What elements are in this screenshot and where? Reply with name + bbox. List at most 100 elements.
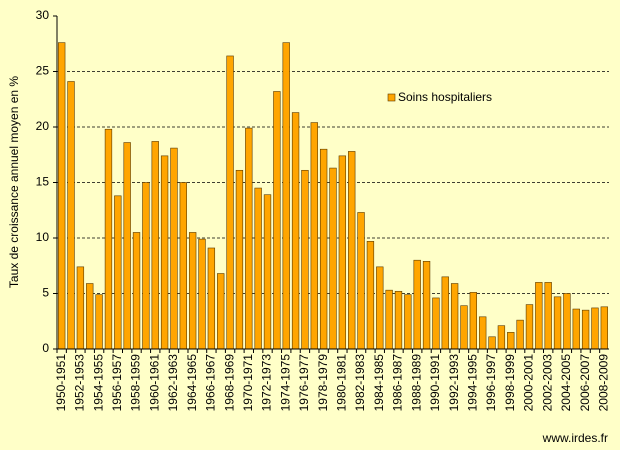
bar	[338, 155, 347, 350]
x-tick-label: 1980-1981	[335, 354, 349, 412]
x-tick-label: 1994-1995	[466, 354, 480, 412]
bar	[516, 319, 524, 350]
bar	[357, 212, 365, 350]
bar	[422, 261, 431, 350]
bar	[207, 247, 216, 350]
x-tick-label: 1974-1975	[278, 354, 292, 412]
x-tick-label: 1958-1959	[129, 354, 143, 412]
bar	[507, 332, 515, 350]
bar	[553, 296, 562, 350]
legend-label: Soins hospitaliers	[398, 90, 492, 104]
x-tick-label: 1988-1989	[409, 354, 423, 412]
bar	[572, 308, 580, 350]
x-tick-label: 1964-1965	[185, 354, 199, 412]
x-tick-label: 2000-2001	[522, 354, 536, 412]
x-tick-label: 1966-1967	[204, 354, 218, 412]
bar	[188, 232, 197, 350]
x-tick-label: 1992-1993	[447, 354, 461, 412]
x-tick-label: 1982-1983	[353, 354, 367, 412]
bar	[600, 306, 608, 350]
bar	[67, 81, 75, 350]
bar	[95, 294, 103, 350]
x-tick-label: 1976-1977	[297, 354, 311, 412]
bar	[460, 305, 468, 350]
bar	[310, 122, 318, 350]
bar	[319, 148, 328, 350]
x-tick-label: 1990-1991	[428, 354, 442, 412]
x-tick-label: 1986-1987	[391, 354, 405, 412]
bar	[348, 151, 356, 350]
bar	[76, 266, 85, 350]
bar	[535, 282, 543, 350]
bar	[123, 142, 131, 350]
y-tick-label: 25	[36, 64, 50, 78]
x-tick-label: 2008-2009	[596, 354, 610, 412]
y-tick-label: 0	[42, 341, 49, 355]
bar	[469, 292, 478, 350]
bar	[217, 273, 225, 350]
bar	[497, 325, 506, 350]
x-tick-label: 1960-1961	[147, 354, 161, 412]
x-tick-label: 1954-1955	[91, 354, 105, 412]
y-axis-label: Taux de croissance annuel moyen en %	[7, 76, 21, 288]
bar	[254, 187, 262, 350]
y-tick-label: 5	[42, 286, 49, 300]
x-tick-label: 2004-2005	[559, 354, 573, 412]
x-tick-label: 1956-1957	[110, 354, 124, 412]
bar	[291, 112, 300, 350]
y-tick-label: 20	[36, 119, 50, 133]
x-tick-label: 1962-1963	[166, 354, 180, 412]
bar	[413, 259, 421, 350]
bar	[525, 304, 534, 350]
bar	[170, 147, 178, 350]
bar	[544, 282, 552, 350]
y-tick-label: 30	[36, 8, 50, 22]
bar	[114, 195, 122, 350]
x-tick-label: 2006-2007	[578, 354, 592, 412]
bar	[329, 167, 337, 350]
x-tick-label: 2002-2003	[540, 354, 554, 412]
x-tick-label: 1952-1953	[73, 354, 87, 412]
x-tick-label: 1970-1971	[241, 354, 255, 412]
y-tick-label: 10	[36, 230, 50, 244]
x-tick-label: 1998-1999	[503, 354, 517, 412]
footer: www.irdes.fr	[542, 431, 608, 445]
x-tick-label: 1996-1997	[484, 354, 498, 412]
bar	[273, 91, 281, 350]
bar	[282, 42, 290, 350]
bar	[132, 232, 141, 350]
bar	[488, 336, 496, 350]
bar	[301, 169, 309, 350]
bar	[151, 141, 159, 350]
bar	[104, 128, 113, 350]
bar	[86, 283, 94, 350]
x-tick-label: 1972-1973	[260, 354, 274, 412]
bar	[441, 276, 449, 350]
bar	[404, 294, 412, 350]
x-tick-label: 1950-1951	[54, 354, 68, 412]
bar	[58, 42, 66, 350]
bar	[581, 309, 590, 350]
bar	[263, 194, 272, 350]
bar	[385, 289, 393, 350]
bar	[245, 127, 253, 350]
bar	[432, 297, 440, 350]
bar	[563, 293, 571, 350]
legend-swatch	[387, 93, 396, 102]
bar	[376, 266, 384, 350]
bar	[591, 307, 599, 350]
bar	[160, 155, 169, 350]
y-tick-label: 15	[36, 175, 50, 189]
bar	[198, 238, 206, 350]
x-tick-label: 1968-1969	[222, 354, 236, 412]
bar	[235, 169, 244, 350]
x-tick-label: 1978-1979	[316, 354, 330, 412]
bar	[479, 316, 487, 350]
bar	[226, 55, 234, 350]
x-tick-label: 1984-1985	[372, 354, 386, 412]
bar	[142, 182, 150, 350]
bar	[179, 182, 187, 350]
bar	[450, 283, 459, 350]
